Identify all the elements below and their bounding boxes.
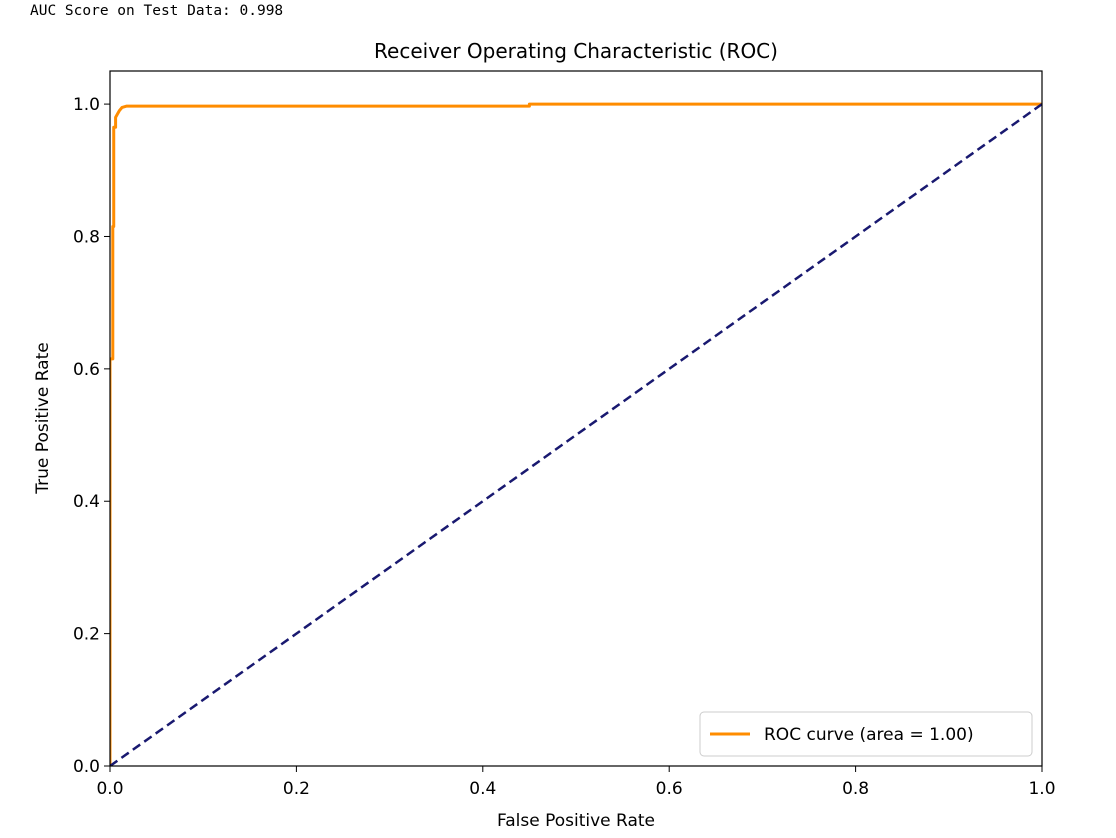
series-line-0 (110, 102, 1042, 766)
y-tick-label: 0.0 (73, 757, 100, 777)
x-tick-label: 1.0 (1028, 779, 1055, 799)
y-tick-label: 0.2 (73, 625, 100, 645)
y-tick-label: 1.0 (73, 95, 100, 115)
axis-ticks: 0.0 0.2 0.4 0.6 0.8 1.0 0.0 0.2 0.4 0.6 0.8 1.0 (73, 95, 1056, 799)
x-axis-label: False Positive Rate (497, 811, 655, 831)
y-axis-label: True Positive Rate (33, 342, 53, 494)
x-tick-label: 0.6 (656, 779, 683, 799)
plot-frame (109, 70, 1043, 767)
legend-label: ROC curve (area = 1.00) (764, 725, 974, 745)
plot-area (109, 70, 1043, 767)
x-tick-label: 0.4 (469, 779, 496, 799)
y-tick-label: 0.8 (73, 227, 100, 247)
x-tick-label: 0.2 (283, 779, 310, 799)
legend-box (699, 711, 1033, 757)
series-line-1 (110, 103, 1042, 766)
legend: ROC curve (area = 1.00) (699, 711, 1033, 757)
y-tick-label: 0.4 (73, 492, 100, 512)
x-tick-label: 0.8 (842, 779, 869, 799)
x-tick-label: 0.0 (96, 779, 123, 799)
chart-title: Receiver Operating Characteristic (ROC) (374, 39, 778, 63)
auc-output-text: AUC Score on Test Data: 0.998 (30, 3, 284, 19)
y-tick-label: 0.6 (73, 360, 100, 380)
